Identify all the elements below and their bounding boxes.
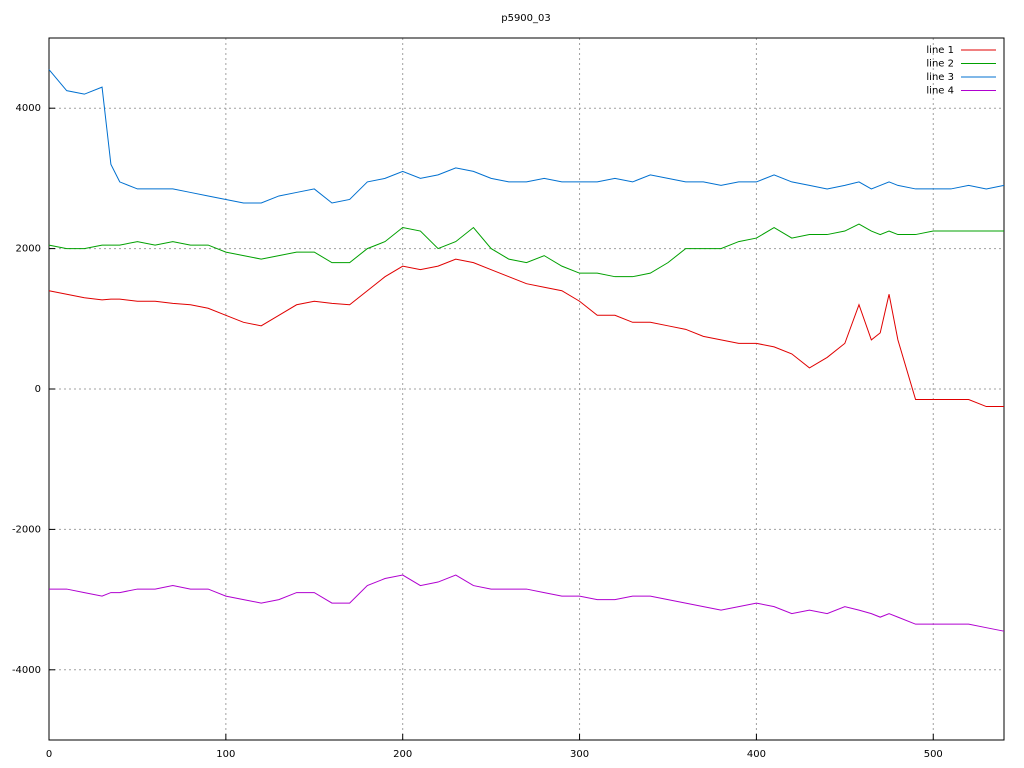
x-tick-label: 400 <box>747 749 766 760</box>
y-tick-label: 2000 <box>16 244 41 255</box>
series-line <box>48 223 1004 278</box>
plot-frame <box>48 37 1005 741</box>
legend-label: line 1 <box>926 45 954 56</box>
series-line <box>48 69 1005 204</box>
y-tick-label: 4000 <box>16 103 41 114</box>
x-tick-label: 500 <box>924 749 943 760</box>
x-tick-label: 0 <box>46 749 52 760</box>
x-tick-label: 100 <box>216 749 235 760</box>
legend-label: line 3 <box>926 72 954 83</box>
x-tick-label: 300 <box>570 749 589 760</box>
series-line <box>49 574 1005 632</box>
legend-label: line 2 <box>926 59 954 70</box>
chart-title: p5900_03 <box>501 13 551 24</box>
y-tick-label: -2000 <box>12 524 41 535</box>
series-line <box>48 258 1004 408</box>
y-tick-label: -4000 <box>12 665 41 676</box>
legend-label: line 4 <box>926 86 954 97</box>
y-tick-label: 0 <box>35 384 41 395</box>
x-tick-label: 200 <box>393 749 412 760</box>
